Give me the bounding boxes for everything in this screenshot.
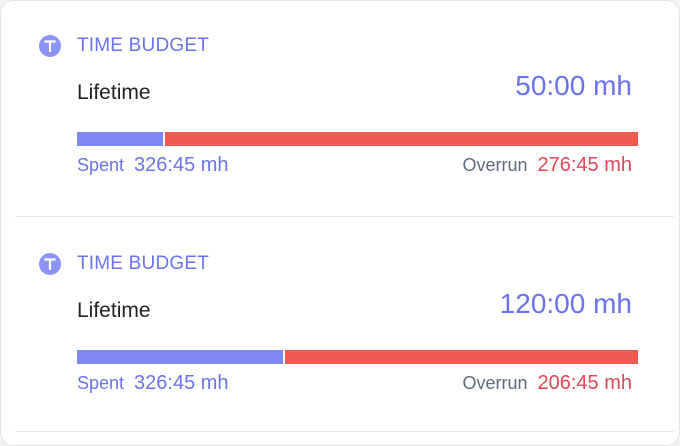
overrun-value: 276:45 mh [537,154,632,176]
budget-progress-bar [77,350,638,364]
spent-bar-fill [77,350,283,364]
overrun-label: Overrun [462,373,528,393]
spent-label: Spent [77,155,125,175]
overrun-summary: Overrun 206:45 mh [462,372,632,395]
time-budget-section: TIME BUDGET Lifetime 120:00 mh Spent 326… [15,217,674,432]
time-budget-icon [39,35,61,57]
spent-value: 326:45 mh [134,372,229,394]
spent-bar-fill [77,132,163,146]
spent-label: Spent [77,373,125,393]
section-title: TIME BUDGET [77,35,210,56]
overrun-value: 206:45 mh [537,372,632,394]
bar-separator [282,350,285,364]
overrun-label: Overrun [462,155,528,175]
budget-value: 50:00 mh [515,70,632,101]
time-budget-icon [39,253,61,275]
bar-separator [162,132,165,146]
section-header: TIME BUDGET [39,35,209,57]
section-title: TIME BUDGET [77,253,210,274]
period-label: Lifetime [77,81,151,104]
budget-value: 120:00 mh [499,288,632,319]
overrun-bar-fill [164,132,638,146]
period-label: Lifetime [77,299,151,322]
section-header: TIME BUDGET [39,253,209,275]
overrun-summary: Overrun 276:45 mh [462,154,632,177]
budget-progress-bar [77,132,638,146]
spent-summary: Spent 326:45 mh [77,154,229,177]
time-budget-section: TIME BUDGET Lifetime 50:00 mh Spent 326:… [15,1,674,217]
spent-value: 326:45 mh [134,154,229,176]
overrun-bar-fill [284,350,638,364]
spent-summary: Spent 326:45 mh [77,372,229,395]
